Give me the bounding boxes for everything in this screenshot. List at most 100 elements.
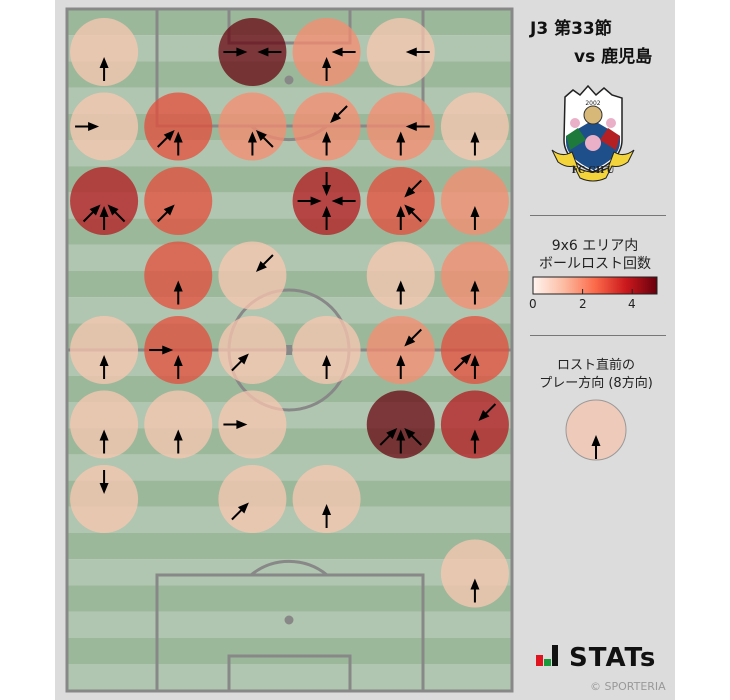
loss-count-circle	[292, 167, 361, 235]
pitch-stripe	[67, 637, 512, 664]
loss-cell	[144, 92, 213, 161]
direction-arrow-sw	[255, 254, 274, 272]
direction-arrow-n	[99, 206, 109, 230]
direction-arrow-n	[470, 131, 480, 156]
top-goal-area	[227, 7, 352, 45]
direction-arrow-w	[257, 47, 282, 57]
center-spot	[286, 345, 292, 355]
loss-cell	[144, 390, 213, 459]
pitch-stripe	[67, 9, 512, 36]
pitch-stripe	[67, 271, 512, 298]
loss-cell	[218, 316, 287, 384]
loss-cell	[70, 465, 139, 533]
copyright: © SPORTERIA	[590, 680, 666, 693]
legend-circle	[565, 399, 627, 461]
svg-text:2002: 2002	[585, 100, 600, 107]
direction-arrow-n	[322, 355, 332, 379]
loss-count-circle	[70, 465, 139, 533]
loss-cell	[292, 316, 361, 384]
loss-cell	[218, 18, 287, 86]
loss-count-circle	[218, 241, 287, 310]
direction-arrow-e	[297, 196, 322, 206]
pitch-stripe	[67, 218, 512, 245]
direction-arrow-n	[396, 206, 406, 230]
loss-cell	[144, 167, 213, 235]
direction-arrow-w	[405, 47, 430, 57]
pitch-stripe	[67, 192, 512, 219]
loss-cell	[440, 390, 509, 459]
direction-legend-title: ロスト直前の プレー方向 (8方向)	[521, 357, 671, 393]
direction-arrow-n	[322, 57, 332, 81]
direction-arrow-nw	[255, 130, 274, 148]
loss-cell	[366, 92, 435, 161]
direction-arrow-sw	[478, 403, 497, 421]
direction-legend-example	[565, 399, 627, 461]
loss-count-circle	[292, 316, 361, 384]
direction-arrow-n	[470, 355, 480, 379]
loss-cell	[440, 241, 509, 310]
loss-count-circle	[70, 92, 139, 161]
colorbar-title-line1: 9x6 エリア内	[551, 238, 639, 254]
pitch-stripe	[67, 559, 512, 586]
loss-cell	[218, 241, 287, 310]
direction-arrow-nw	[404, 428, 422, 446]
direction-arrow-ne	[379, 428, 398, 446]
pitch-stripe	[67, 585, 512, 612]
direction-arrow-sw	[404, 179, 422, 198]
loss-count-circle	[144, 241, 213, 310]
loss-count-circle	[366, 92, 435, 161]
loss-cell	[440, 539, 509, 608]
pitch-stripe	[67, 533, 512, 560]
loss-cell	[292, 167, 361, 235]
direction-arrow-n	[470, 429, 480, 454]
loss-count-circle	[144, 167, 213, 235]
loss-cell	[440, 92, 509, 161]
loss-count-circle	[218, 465, 287, 533]
direction-arrow-n	[322, 206, 332, 230]
loss-cell	[366, 241, 435, 310]
stats-logo-icon	[536, 645, 558, 666]
direction-arrow-n	[173, 280, 183, 305]
loss-count-circle	[144, 390, 213, 459]
loss-count-circle	[440, 241, 509, 310]
direction-arrow-s	[99, 470, 109, 494]
direction-arrow-n	[99, 355, 109, 379]
loss-count-circle	[70, 18, 139, 86]
direction-arrow-w	[405, 122, 430, 131]
loss-count-circle	[292, 465, 361, 533]
loss-count-circle	[218, 316, 287, 384]
pitch-stripe	[67, 244, 512, 271]
direction-arrow-w	[331, 196, 356, 206]
match-round: J3 第33節	[530, 19, 612, 39]
bottom-penalty-arc	[250, 560, 328, 577]
loss-cell	[70, 316, 139, 384]
loss-cell	[440, 316, 509, 384]
direction-arrow-n	[470, 280, 480, 305]
loss-cell	[366, 316, 435, 384]
divider	[530, 335, 666, 336]
direction-arrow-ne	[157, 204, 175, 223]
loss-cell	[292, 92, 361, 161]
loss-cell	[70, 92, 139, 161]
direction-arrow-n	[322, 131, 332, 156]
direction-arrow-e	[223, 420, 248, 429]
direction-arrow-e	[75, 122, 100, 131]
loss-count-circle	[440, 167, 509, 235]
loss-count-circle	[366, 18, 435, 86]
loss-cell	[292, 18, 361, 86]
pitch-stripe	[67, 402, 512, 429]
colorbar-tick-label: 0	[529, 297, 537, 311]
pitch-stripe	[67, 375, 512, 402]
loss-cell	[144, 316, 213, 384]
direction-arrow-ne	[231, 502, 249, 521]
pitch-stripe	[67, 454, 512, 481]
pitch-stripe	[67, 140, 512, 167]
loss-count-circle	[440, 92, 509, 161]
loss-cell	[70, 18, 139, 86]
loss-cell	[70, 167, 139, 235]
colorbar-tick-label: 4	[628, 297, 636, 311]
svg-text:FC GIFU: FC GIFU	[572, 166, 615, 176]
loss-cell	[218, 465, 287, 533]
loss-count-circle	[218, 390, 287, 459]
